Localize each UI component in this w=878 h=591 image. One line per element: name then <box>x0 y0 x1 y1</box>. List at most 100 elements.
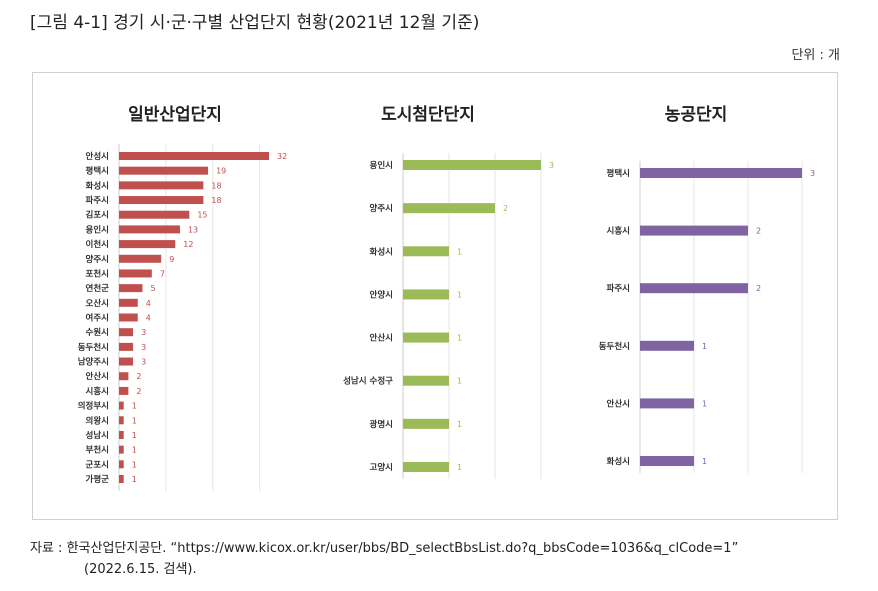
category-label: 안성시 <box>86 151 109 162</box>
category-label: 안양시 <box>370 289 393 300</box>
category-label: 평택시 <box>607 168 630 179</box>
chart-title: 일반산업단지 <box>128 105 222 125</box>
data-label: 3 <box>810 169 815 178</box>
data-label: 5 <box>150 284 155 293</box>
bar <box>403 462 449 472</box>
chart-frame <box>32 72 838 520</box>
category-label: 화성시 <box>86 180 109 191</box>
data-label: 1 <box>457 420 462 429</box>
bar <box>119 254 162 263</box>
bar <box>640 398 694 409</box>
bar <box>119 372 129 381</box>
bar <box>119 284 143 293</box>
category-label: 양주시 <box>86 254 109 265</box>
bar <box>403 418 449 429</box>
bar <box>640 168 802 178</box>
bar <box>119 430 124 439</box>
bar <box>119 240 176 249</box>
bar <box>119 298 138 307</box>
data-label: 1 <box>132 446 137 455</box>
category-label: 남양주시 <box>78 357 109 368</box>
data-label: 1 <box>132 402 137 411</box>
data-label: 32 <box>277 152 287 161</box>
bar <box>119 166 209 175</box>
bar <box>119 225 180 234</box>
data-label: 7 <box>160 269 165 278</box>
data-label: 2 <box>756 227 761 236</box>
data-label: 18 <box>211 181 221 190</box>
category-label: 포천시 <box>86 268 109 279</box>
category-label: 평택시 <box>86 166 109 177</box>
category-label: 김포시 <box>86 210 109 221</box>
category-label: 용인시 <box>370 160 393 171</box>
data-label: 2 <box>503 204 508 213</box>
bar <box>119 196 204 205</box>
category-label: 성남시 수정구 <box>343 376 393 387</box>
data-label: 18 <box>211 196 221 205</box>
data-label: 3 <box>141 358 146 367</box>
bar <box>119 401 124 410</box>
data-label: 1 <box>132 460 137 469</box>
chart-title: 농공단지 <box>665 105 728 125</box>
category-label: 화성시 <box>607 456 630 467</box>
category-label: 의왕시 <box>86 415 109 426</box>
figure-title: [그림 4-1] 경기 시·군·구별 산업단지 현황(2021년 12월 기준) <box>30 13 480 33</box>
category-label: 안산시 <box>370 333 393 344</box>
bar <box>119 416 124 425</box>
data-label: 1 <box>132 431 137 440</box>
category-label: 안산시 <box>607 398 630 409</box>
data-label: 1 <box>457 334 462 343</box>
bar <box>119 313 138 322</box>
category-label: 화성시 <box>370 246 393 257</box>
source-note: 자료 : 한국산업단지공단. “https://www.kicox.or.kr/… <box>30 538 738 580</box>
bar <box>119 152 269 160</box>
data-label: 3 <box>549 161 554 170</box>
category-label: 시흥시 <box>86 386 109 397</box>
bar <box>640 283 748 294</box>
category-label: 군포시 <box>86 460 109 470</box>
category-label: 수원시 <box>86 327 109 338</box>
category-label: 양주시 <box>370 203 393 214</box>
bar <box>119 475 124 483</box>
bar <box>119 181 204 190</box>
bar <box>119 357 134 366</box>
data-label: 12 <box>183 240 193 249</box>
bar <box>119 460 124 469</box>
category-label: 용인시 <box>86 224 109 235</box>
bar <box>119 342 134 351</box>
data-label: 1 <box>457 247 462 256</box>
bar <box>403 203 495 214</box>
category-label: 파주시 <box>607 283 630 294</box>
bar <box>119 328 134 337</box>
category-label: 가평군 <box>86 474 110 485</box>
data-label: 1 <box>702 399 707 408</box>
data-label: 1 <box>457 463 462 472</box>
data-label: 1 <box>702 342 707 351</box>
data-label: 2 <box>136 387 141 396</box>
bar <box>640 456 694 466</box>
bar <box>640 225 748 236</box>
category-label: 시흥시 <box>607 226 630 237</box>
data-label: 2 <box>136 372 141 381</box>
data-label: 4 <box>146 314 151 323</box>
bar <box>119 269 152 278</box>
category-label: 연천군 <box>86 283 110 294</box>
bar <box>119 210 190 219</box>
bar <box>403 332 449 343</box>
data-label: 1 <box>457 290 462 299</box>
data-label: 1 <box>132 475 137 484</box>
bar <box>403 246 449 257</box>
category-label: 의정부시 <box>78 401 109 412</box>
data-label: 2 <box>756 284 761 293</box>
data-label: 9 <box>169 255 174 264</box>
category-label: 광명시 <box>370 419 393 430</box>
category-label: 고양시 <box>370 462 393 473</box>
chart-title: 도시첨단단지 <box>381 104 475 125</box>
category-label: 동두천시 <box>78 342 109 353</box>
unit-label: 단위 : 개 <box>791 48 840 63</box>
data-label: 19 <box>216 167 226 176</box>
data-label: 1 <box>132 416 137 425</box>
source-line-1: 자료 : 한국산업단지공단. “https://www.kicox.or.kr/… <box>30 541 739 556</box>
category-label: 성남시 <box>86 430 109 441</box>
